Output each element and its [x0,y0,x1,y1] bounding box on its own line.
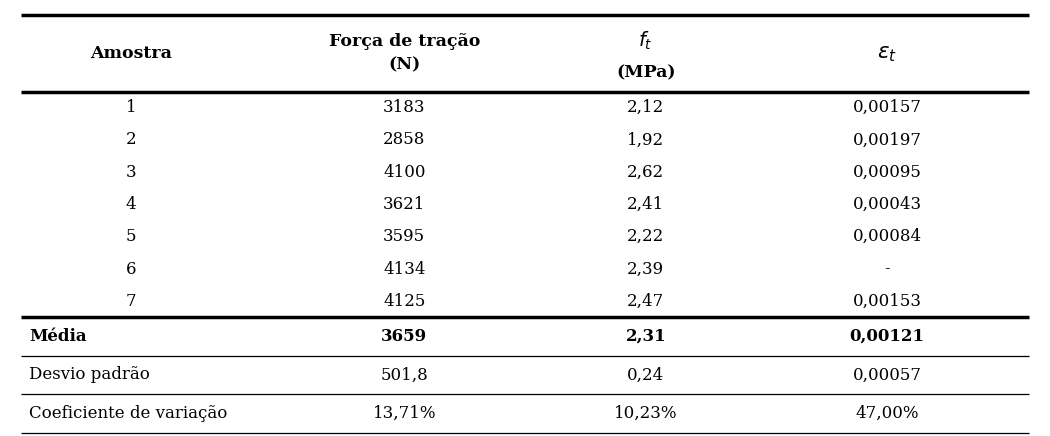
Text: 0,00153: 0,00153 [853,293,922,310]
Text: 2,47: 2,47 [627,293,665,310]
Text: 10,23%: 10,23% [614,405,677,422]
Text: 2,31: 2,31 [626,328,666,345]
Text: 2,41: 2,41 [627,196,665,213]
Text: 6: 6 [126,261,136,277]
Text: Força de tração
(N): Força de tração (N) [329,33,480,74]
Text: 2: 2 [126,132,136,148]
Text: $\varepsilon_t$: $\varepsilon_t$ [877,42,898,65]
Text: -: - [884,261,890,277]
Text: 3: 3 [126,164,136,181]
Text: 47,00%: 47,00% [856,405,919,422]
Text: 2,39: 2,39 [627,261,665,277]
Text: 0,00057: 0,00057 [853,367,922,383]
Text: 0,00095: 0,00095 [853,164,922,181]
Text: 3659: 3659 [381,328,427,345]
Text: 4100: 4100 [383,164,425,181]
Text: $\mathit{f}_t$: $\mathit{f}_t$ [638,30,653,52]
Text: 0,00197: 0,00197 [853,132,922,148]
Text: 3621: 3621 [383,196,425,213]
Text: 4: 4 [126,196,136,213]
Text: 4134: 4134 [383,261,425,277]
Text: 13,71%: 13,71% [373,405,436,422]
Text: 0,00121: 0,00121 [849,328,925,345]
Text: 501,8: 501,8 [380,367,428,383]
Text: 3595: 3595 [383,228,425,245]
Text: 0,00084: 0,00084 [853,228,922,245]
Text: 5: 5 [126,228,136,245]
Text: 4125: 4125 [383,293,425,310]
Text: 0,00043: 0,00043 [853,196,922,213]
Text: 3183: 3183 [383,99,425,116]
Text: Média: Média [29,328,87,345]
Text: Desvio padrão: Desvio padrão [29,367,150,383]
Text: Amostra: Amostra [90,45,172,62]
Text: (MPa): (MPa) [616,65,675,82]
Text: 0,24: 0,24 [627,367,665,383]
Text: 1,92: 1,92 [627,132,665,148]
Text: 0,00157: 0,00157 [853,99,922,116]
Text: 2858: 2858 [383,132,425,148]
Text: 2,22: 2,22 [627,228,665,245]
Text: Coeficiente de variação: Coeficiente de variação [29,405,228,422]
Text: 2,62: 2,62 [627,164,665,181]
Text: 7: 7 [126,293,136,310]
Text: 1: 1 [126,99,136,116]
Text: 2,12: 2,12 [627,99,665,116]
